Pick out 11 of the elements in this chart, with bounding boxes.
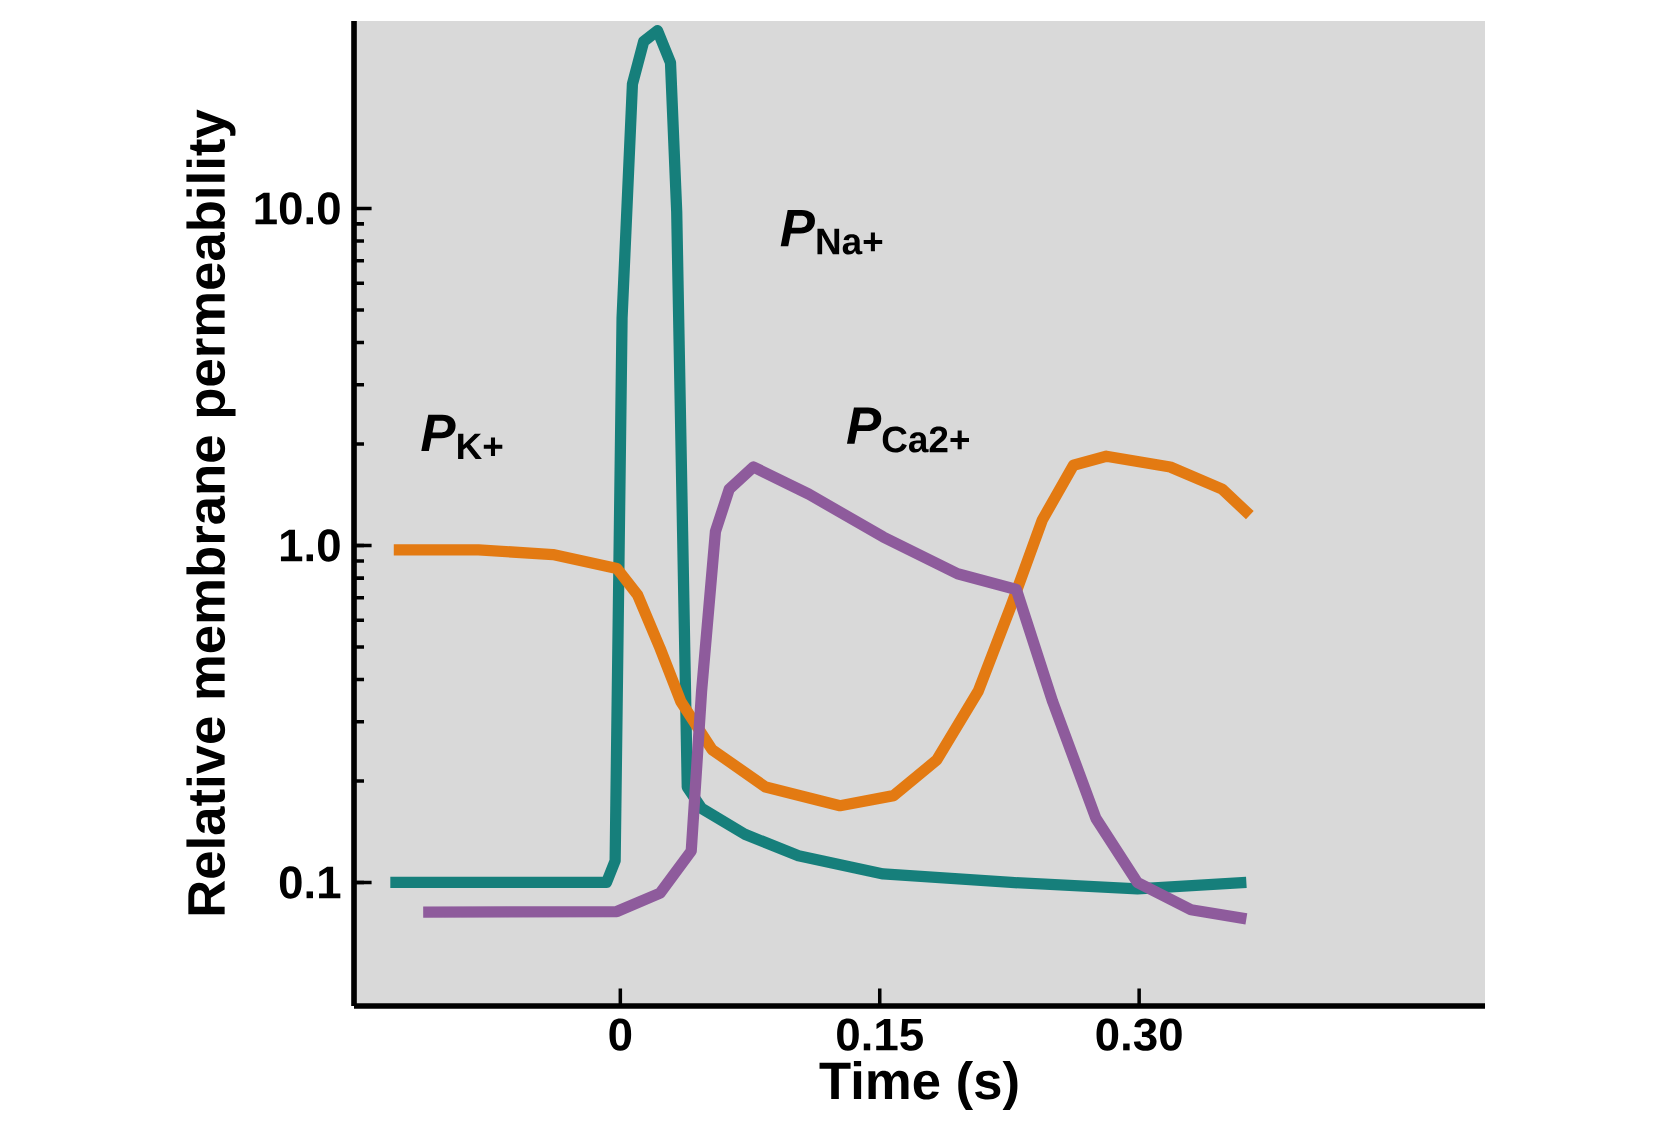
x-tick-label: 0.30 bbox=[1096, 1018, 1182, 1051]
x-tick-label: 0 bbox=[609, 1018, 632, 1051]
x-tick-label: 0.15 bbox=[837, 1018, 923, 1051]
series-label: P$_{Na+}$ bbox=[780, 209, 883, 255]
y-tick-label: 10.0 bbox=[255, 192, 340, 225]
y-tick-label: 0.1 bbox=[279, 866, 341, 899]
y-axis-title: Relative membrane permeability bbox=[186, 109, 236, 915]
series-label: P$_{Ca2+}$ bbox=[846, 407, 969, 453]
x-axis-title: Time (s) bbox=[819, 1060, 1018, 1111]
series-label: P$_{K+}$ bbox=[421, 414, 503, 459]
y-tick-label: 1.0 bbox=[280, 529, 340, 562]
